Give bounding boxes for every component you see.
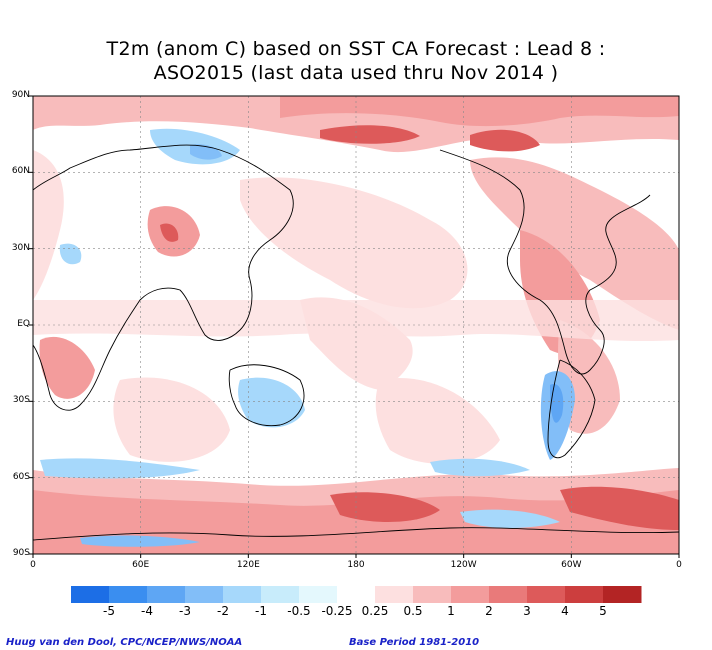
colorbar-label: 0.25 [361, 604, 389, 618]
colorbar-label: 3 [523, 604, 531, 618]
colorbar-label: -4 [141, 604, 153, 618]
colorbar-label: 2 [485, 604, 493, 618]
colorbar-swatch [147, 586, 186, 603]
lat-tick-label: 90S [12, 548, 30, 558]
lat-tick-label: EQ [17, 319, 30, 329]
colorbar-swatch [489, 586, 528, 603]
colorbar-label: -0.25 [321, 604, 353, 618]
colorbar-label: -1 [255, 604, 267, 618]
map-field [33, 96, 679, 554]
lon-tick-label: 180 [347, 560, 365, 570]
colorbar-swatch [109, 586, 148, 603]
map-title-line-2: ASO2015 (last data used thru Nov 2014 ) [153, 62, 559, 84]
colorbar-label: 0.5 [403, 604, 423, 618]
lon-tick-label: 0 [676, 560, 682, 570]
colorbar-swatch [375, 586, 414, 603]
colorbar-swatch [413, 586, 452, 603]
lon-tick-label: 0 [30, 560, 36, 570]
lon-tick-label: 120W [450, 560, 477, 570]
colorbar-label: -2 [217, 604, 229, 618]
lat-tick-label: 30N [11, 242, 30, 253]
colorbar-label: 5 [599, 604, 607, 618]
lat-tick-label: 90N [11, 90, 30, 100]
colorbar-label: -3 [179, 604, 191, 618]
lon-tick-label: 120E [236, 560, 260, 570]
colorbar-label: 1 [447, 604, 455, 618]
colorbar-swatch [223, 586, 262, 603]
colorbar-label: -0.5 [287, 604, 311, 618]
colorbar-swatch [565, 586, 604, 603]
colorbar-swatch [261, 586, 300, 603]
footer-base-period: Base Period 1981-2010 [349, 637, 480, 648]
colorbar-label: -5 [103, 604, 115, 618]
colorbar-swatch [299, 586, 338, 603]
coastlines [33, 144, 679, 541]
lon-tick-label: 60E [132, 560, 150, 570]
lon-tick-label: 60W [561, 560, 582, 570]
colorbar-swatch [185, 586, 224, 603]
map-title-line-1: T2m (anom C) based on SST CA Forecast : … [106, 38, 606, 60]
colorbar-label: 4 [561, 604, 569, 618]
colorbar-swatch [71, 586, 110, 603]
lat-tick-label: 60N [11, 166, 30, 177]
colorbar-swatch [337, 586, 376, 603]
colorbar-swatch [527, 586, 566, 603]
colorbar-swatch [603, 586, 642, 603]
colorbar-swatch [451, 586, 490, 603]
footer-credit: Huug van den Dool, CPC/NCEP/NWS/NOAA [6, 637, 243, 648]
lat-tick-label: 30S [12, 395, 30, 406]
lat-tick-label: 60S [12, 471, 30, 482]
